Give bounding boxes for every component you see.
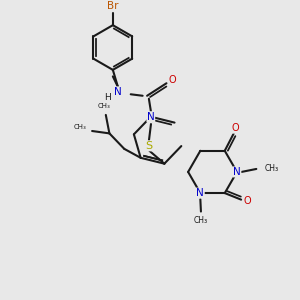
Text: CH₃: CH₃	[98, 103, 111, 109]
Text: O: O	[231, 123, 239, 133]
Text: N: N	[233, 167, 241, 177]
Text: O: O	[244, 196, 251, 206]
Text: CH₃: CH₃	[74, 124, 87, 130]
Text: H: H	[104, 93, 111, 102]
Text: N: N	[147, 112, 155, 122]
Text: N: N	[114, 87, 122, 97]
Text: N: N	[196, 188, 204, 198]
Text: CH₃: CH₃	[264, 164, 278, 173]
Text: S: S	[145, 141, 152, 151]
Text: O: O	[169, 75, 176, 85]
Text: CH₃: CH₃	[194, 216, 208, 225]
Text: Br: Br	[107, 1, 118, 11]
